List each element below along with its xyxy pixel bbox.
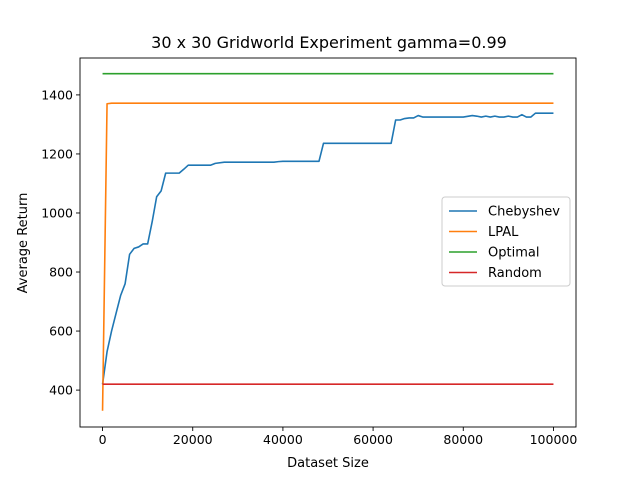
legend-label-optimal: Optimal <box>488 246 539 261</box>
y-tick-label: 800 <box>49 265 73 280</box>
series-line-chebyshev <box>101 112 554 385</box>
x-tick-label: 100000 <box>530 432 578 447</box>
chart-title: 30 x 30 Gridworld Experiment gamma=0.99 <box>151 33 507 52</box>
legend-label-lpal: LPAL <box>488 225 519 240</box>
x-tick-label: 80000 <box>443 432 483 447</box>
x-tick-label: 0 <box>99 432 107 447</box>
x-axis-ticks: 0 20000 40000 60000 80000 100000 <box>99 427 578 447</box>
legend-label-random: Random <box>488 266 542 281</box>
x-tick-label: 60000 <box>353 432 393 447</box>
plot-area <box>79 57 577 428</box>
x-tick-label: 40000 <box>263 432 303 447</box>
legend: Chebyshev LPAL Optimal Random <box>441 196 571 287</box>
y-tick-label: 1400 <box>41 87 73 102</box>
y-tick-label: 600 <box>49 324 73 339</box>
y-tick-label: 400 <box>49 383 73 398</box>
legend-box <box>441 196 571 287</box>
y-tick-label: 1000 <box>41 205 73 220</box>
x-tick-label: 20000 <box>173 432 213 447</box>
series-line-lpal <box>101 102 554 411</box>
y-tick-label: 1200 <box>41 146 73 161</box>
y-axis-label: Average Return <box>16 193 31 294</box>
x-axis-label: Dataset Size <box>287 456 369 471</box>
plot-frame <box>79 57 577 428</box>
y-axis-ticks: 400 600 800 1000 1200 1400 <box>41 87 80 398</box>
legend-label-chebyshev: Chebyshev <box>488 205 560 220</box>
